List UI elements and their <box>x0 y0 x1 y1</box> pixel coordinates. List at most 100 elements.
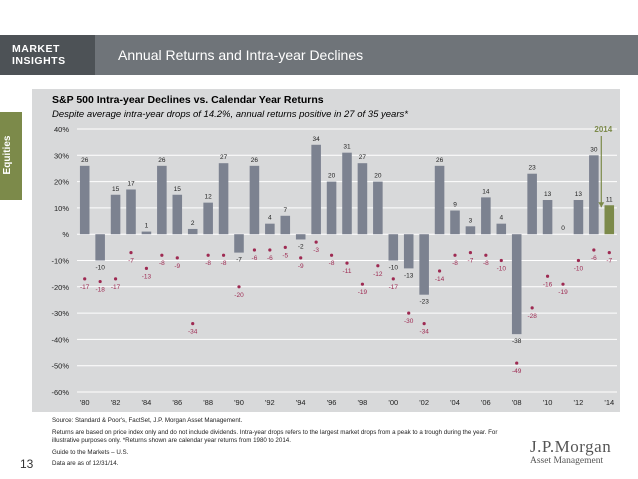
x-tick-label: '02 <box>419 398 429 407</box>
return-bar <box>573 200 584 235</box>
jpmorgan-logo: J.P.Morgan Asset Management <box>530 437 611 466</box>
return-label: 26 <box>251 157 259 164</box>
x-tick-label: '84 <box>142 398 152 407</box>
decline-label: -7 <box>128 258 134 265</box>
decline-dot <box>545 274 550 278</box>
return-label: 11 <box>606 196 613 203</box>
decline-label: -16 <box>543 281 553 288</box>
page-title: Annual Returns and Intra-year Declines <box>118 47 364 63</box>
decline-label: -34 <box>419 329 429 336</box>
decline-dot <box>422 322 426 326</box>
return-bar <box>126 189 136 235</box>
decline-dot <box>160 253 164 257</box>
return-label: 31 <box>343 144 351 151</box>
decline-dot <box>191 322 195 326</box>
return-label: 9 <box>453 202 457 209</box>
decline-dot <box>206 253 210 257</box>
return-bar <box>342 152 352 235</box>
decline-label: -6 <box>591 255 597 262</box>
x-tick-label: '88 <box>203 398 213 407</box>
return-label: -10 <box>389 265 399 272</box>
decline-dot <box>113 277 118 281</box>
return-bar <box>450 210 460 235</box>
decline-label: -8 <box>221 260 227 267</box>
return-bar <box>527 173 537 235</box>
return-bar <box>295 234 306 240</box>
return-bar <box>481 197 491 235</box>
x-tick-label: '10 <box>543 398 553 407</box>
return-label: 12 <box>205 194 213 201</box>
decline-label: -49 <box>512 368 522 375</box>
return-label: -2 <box>298 243 304 250</box>
return-bar <box>203 202 213 235</box>
decline-label: -7 <box>468 258 474 265</box>
decline-label: -19 <box>358 289 368 296</box>
return-bar <box>434 165 445 235</box>
highlight-arrow-head <box>598 202 605 208</box>
x-tick-label: '90 <box>234 398 244 407</box>
return-bar <box>373 181 383 235</box>
x-tick-label: '98 <box>358 398 368 407</box>
logo-line-1: J.P.Morgan <box>530 437 612 456</box>
y-tick-label: -50% <box>51 362 69 371</box>
return-bar <box>187 228 198 235</box>
x-tick-label: '80 <box>80 398 90 407</box>
return-label: 2 <box>191 220 195 227</box>
y-tick-label: -40% <box>51 335 69 344</box>
return-bar <box>419 234 429 295</box>
decline-dot <box>83 277 87 281</box>
return-label: 14 <box>482 188 490 195</box>
decline-dot <box>607 251 611 255</box>
return-bar <box>542 200 553 235</box>
decline-dot <box>530 306 534 310</box>
decline-label: -8 <box>159 260 165 267</box>
decline-dot <box>314 240 318 244</box>
highlight-year-label: 2014 <box>594 125 612 134</box>
decline-dot <box>468 251 473 255</box>
return-bar <box>234 234 244 253</box>
brand-line-1: MARKET <box>12 43 60 55</box>
y-tick-label: 10% <box>54 204 69 213</box>
x-tick-label: '04 <box>450 398 460 407</box>
decline-label: -8 <box>329 260 335 267</box>
return-bar <box>265 223 275 235</box>
return-label: 7 <box>283 207 287 214</box>
decline-dot <box>98 279 102 284</box>
decline-dot <box>515 361 519 365</box>
y-tick-label: 40% <box>54 125 69 134</box>
decline-label: -13 <box>142 273 152 280</box>
decline-dot <box>576 258 581 263</box>
header-bar: MARKET INSIGHTS Annual Returns and Intra… <box>0 35 638 75</box>
returns-note: Returns are based on price index only an… <box>52 428 498 445</box>
decline-label: -6 <box>267 255 273 262</box>
decline-label: -20 <box>234 292 244 299</box>
return-label: 17 <box>127 180 135 187</box>
chart-subtitle: Despite average intra-year drops of 14.2… <box>52 109 408 120</box>
return-label: -13 <box>404 272 414 279</box>
decline-label: -11 <box>343 268 352 275</box>
return-bar <box>79 165 90 235</box>
decline-dot <box>221 253 226 257</box>
decline-dot <box>592 248 596 252</box>
chart-title: S&P 500 Intra-year Declines vs. Calendar… <box>52 94 324 106</box>
y-tick-label: -60% <box>51 388 69 397</box>
decline-dot <box>144 266 149 270</box>
x-tick-label: '86 <box>172 398 182 407</box>
return-bar <box>496 223 507 235</box>
decline-dot <box>268 248 272 252</box>
decline-label: -30 <box>404 318 414 325</box>
equities-tab <box>0 112 22 200</box>
return-bar <box>95 234 105 261</box>
decline-dot <box>283 245 287 249</box>
x-tick-label: '92 <box>265 398 275 407</box>
return-label: 20 <box>328 173 336 180</box>
decline-label: -7 <box>606 258 612 265</box>
return-bar <box>326 181 337 235</box>
return-label: -38 <box>512 338 522 345</box>
return-label: 27 <box>220 154 228 161</box>
decline-label: -14 <box>435 276 445 283</box>
guide-note: Guide to the Markets – U.S. <box>52 448 129 456</box>
return-label: 34 <box>313 136 321 143</box>
return-label: 20 <box>374 173 382 180</box>
